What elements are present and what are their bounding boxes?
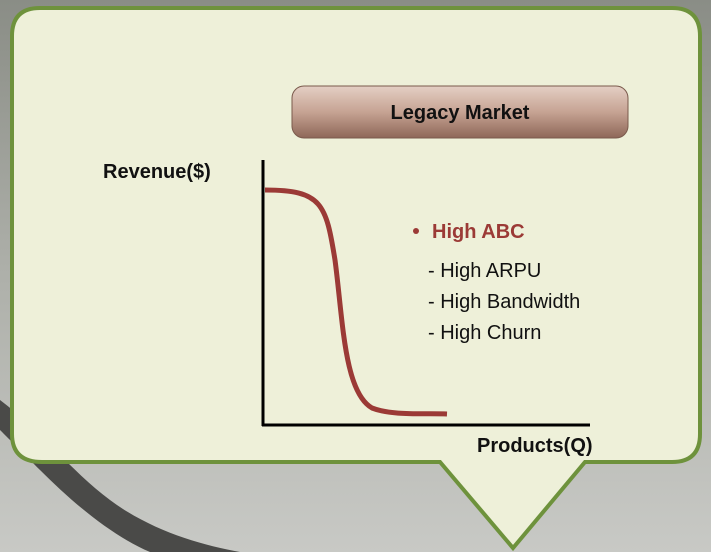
swoosh — [0, 400, 240, 552]
bullet — [413, 228, 419, 234]
x-axis-label: Products(Q) — [477, 435, 593, 457]
note-item: - High Churn — [428, 322, 541, 344]
note-item: - High Bandwidth — [428, 291, 580, 313]
speech-bubble — [10, 6, 702, 552]
note-item: - High ARPU — [428, 260, 541, 282]
title: Legacy Market — [391, 102, 530, 124]
y-axis-label: Revenue($) — [103, 161, 211, 183]
demand-curve — [264, 187, 448, 417]
note-heading: High ABC — [432, 221, 525, 243]
title-button — [291, 85, 629, 139]
